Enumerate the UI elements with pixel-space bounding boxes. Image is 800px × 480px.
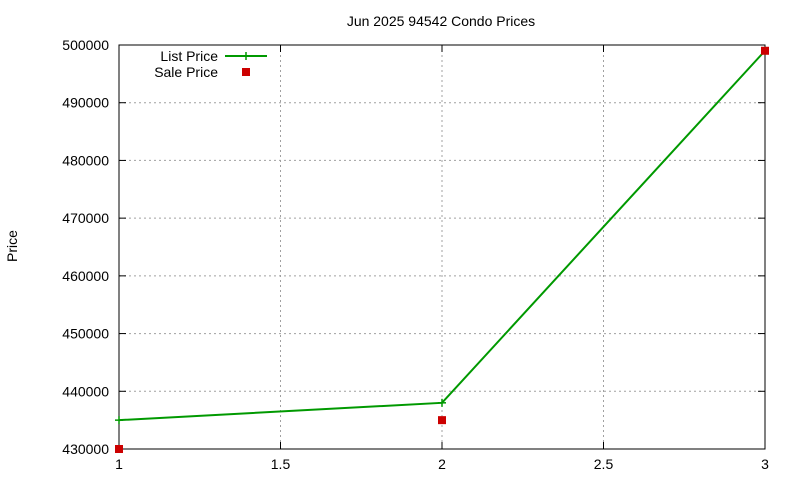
y-tick-label: 450000 — [62, 326, 109, 342]
y-tick-label: 460000 — [62, 268, 109, 284]
x-tick-label: 1 — [115, 456, 123, 472]
legend-label-sale-price: Sale Price — [154, 64, 218, 80]
x-tick-label: 2.5 — [594, 456, 614, 472]
y-tick-label: 490000 — [62, 95, 109, 111]
plot-frame — [118, 44, 766, 450]
list-price-point — [115, 416, 123, 425]
legend-label-list-price: List Price — [160, 48, 218, 64]
y-tick-label: 500000 — [62, 37, 109, 53]
x-tick-label: 3 — [761, 456, 769, 472]
tick-labels: 430000 440000 450000 460000 470000 480000 4900… — [62, 37, 769, 472]
sale-price-point — [761, 46, 769, 55]
y-tick-label: 470000 — [62, 210, 109, 226]
legend-marker-sale-price — [242, 68, 250, 76]
axes — [118, 44, 766, 450]
sale-price-point — [115, 445, 123, 453]
chart-title: Jun 2025 94542 Condo Prices — [347, 13, 535, 29]
legend-marker-list-price — [242, 52, 250, 60]
x-tick-label: 1.5 — [271, 456, 291, 472]
sale-price-point — [438, 416, 446, 425]
y-tick-label: 480000 — [62, 152, 109, 168]
y-tick-label: 430000 — [62, 441, 109, 457]
y-tick-label: 440000 — [62, 383, 109, 399]
y-axis-label: Price — [4, 230, 20, 262]
grid-lines — [119, 45, 765, 449]
list-price-point — [438, 398, 446, 407]
data-marks — [115, 46, 769, 453]
x-tick-label: 2 — [438, 456, 446, 472]
